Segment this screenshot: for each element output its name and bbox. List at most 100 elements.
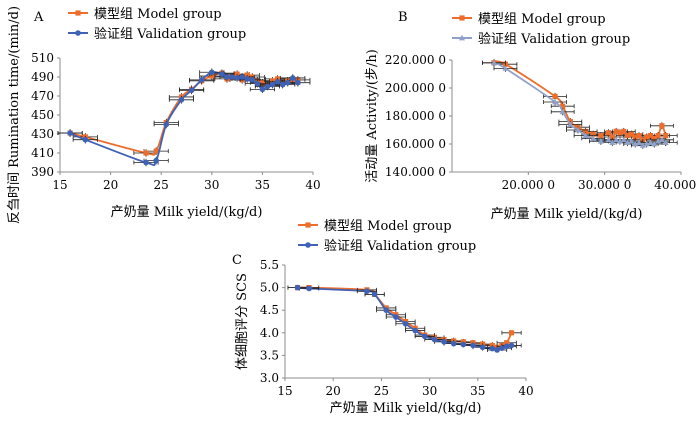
data-point [489,345,496,352]
data-point [647,133,654,139]
data-point [470,342,476,349]
x-tick-label: 25 [374,384,389,398]
data-point [234,75,240,81]
data-point [460,341,467,348]
data-point [651,135,657,141]
legend-entry: 模型组 Model group [68,7,222,22]
data-point [628,138,635,144]
data-point [153,148,159,154]
data-point [613,136,620,143]
data-point [503,343,510,350]
x-axis-title: 产奶量 Milk yield/(kg/d) [491,207,643,222]
series-validation [57,68,311,167]
data-point [502,65,509,71]
data-point [582,132,589,138]
series-line [69,71,299,167]
series-validation [482,59,678,149]
x-tick-label: 35 [255,178,270,192]
data-point [274,78,281,85]
x-tick-label: 20 [326,384,341,398]
data-point [269,81,276,88]
legend-marker [75,10,81,16]
data-point [582,128,589,134]
data-point [284,79,291,86]
data-point [143,150,149,156]
data-point [597,138,604,144]
data-point [295,79,301,86]
data-point [655,133,661,139]
data-point [651,140,658,147]
legend-label: 验证组 Validation group [478,31,630,47]
legend-label: 验证组 Validation group [324,238,476,254]
data-point [632,134,638,140]
x-tick-label: 30.000 0 [578,178,631,192]
data-point [259,80,265,86]
data-point [613,128,619,134]
data-point [82,136,89,143]
data-point [450,340,457,347]
y-axis-title: 体细胞评分 SCS [235,273,250,370]
data-point [574,126,581,133]
data-point [624,133,631,139]
panel-letter-c: C [232,253,242,268]
chart-b: 140.000 0 160.000 0 180.000 0 200.000 0 220.… [365,12,700,222]
data-point [259,86,266,93]
data-point [412,327,418,334]
data-point [659,123,665,129]
data-point [254,80,261,87]
data-point [269,78,276,84]
y-tick-label: 5.5 [260,258,279,272]
x-tick-label: 15 [277,384,292,398]
data-point [306,285,312,292]
y-tick-label: 3.0 [260,371,279,385]
data-point [494,347,500,353]
legend-label: 模型组 Model group [94,7,222,22]
y-tick-label: 3.5 [260,348,279,362]
data-point [393,314,399,320]
x-tick-label: 40 [518,384,533,398]
data-point [209,69,215,76]
y-tick-label: 160.000 0 [385,137,446,151]
data-point [663,133,669,139]
y-tick-label: 490 [31,70,54,84]
x-tick-label: 25 [154,178,169,192]
legend-marker [459,34,465,41]
x-tick-label: 30 [422,384,437,398]
y-tick-label: 180.000 0 [385,109,446,123]
y-tick-label: 5.0 [260,281,279,295]
data-point [239,74,245,80]
data-point [636,133,642,139]
x-tick-label: 20 [103,178,118,192]
legend-entry: 验证组 Validation group [68,26,246,42]
legend-marker [305,222,311,228]
data-point [421,333,428,340]
data-point [552,93,558,99]
data-point [620,136,627,143]
data-point [559,108,566,115]
y-tick-label: 430 [31,127,54,141]
data-point [499,345,505,351]
data-point [431,336,438,343]
data-point [289,75,296,81]
data-point [402,320,409,327]
data-point [598,133,604,139]
data-point [163,121,170,128]
series-model [287,285,522,350]
data-point [609,134,615,140]
y-tick-label: 140.000 0 [385,165,446,179]
data-point [560,103,566,109]
series-line [297,286,512,351]
x-axis-title: 产奶量 Milk yield/(kg/d) [330,401,482,416]
chart-c: 3.0 3.5 4.0 4.5 5.0 5.5 15 20 25 30 35 40 产奶量 Milk y… [235,219,534,416]
data-point [371,291,378,298]
y-tick-label: 200.000 0 [385,81,446,95]
x-tick-label: 40.000 0 [654,178,700,192]
data-point [508,342,515,349]
legend-label: 模型组 Model group [478,12,606,27]
data-point [67,130,73,136]
data-point [617,130,623,136]
y-tick-label: 390 [31,165,54,179]
legend-entry: 验证组 Validation group [298,238,476,254]
panel-letter-a: A [33,10,44,25]
